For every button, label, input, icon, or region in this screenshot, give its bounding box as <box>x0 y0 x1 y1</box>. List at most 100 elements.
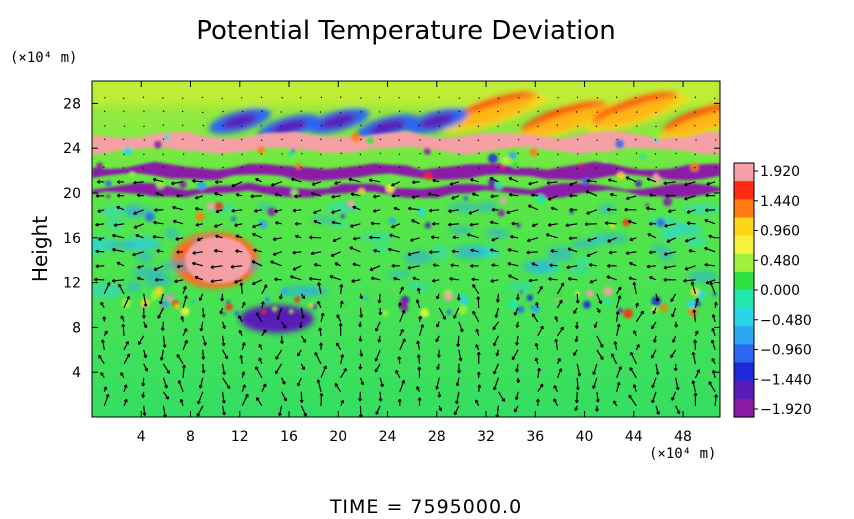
wind-vector-head <box>370 277 374 281</box>
speckle <box>582 177 590 185</box>
wind-vector <box>556 368 562 379</box>
wind-vector-head <box>416 287 419 292</box>
wind-vector-head <box>126 353 130 357</box>
wind-vector-head <box>545 233 549 238</box>
speckle <box>603 158 607 162</box>
speckle <box>271 306 278 312</box>
wind-vector-head <box>429 210 433 213</box>
wind-vector <box>616 311 619 322</box>
wind-vector-head <box>289 275 293 279</box>
wind-vector <box>340 284 343 294</box>
wind-vector-head <box>310 192 314 196</box>
wind-vector <box>493 335 499 347</box>
wind-vector <box>548 223 558 226</box>
wind-vector-head <box>588 264 592 267</box>
wind-vector-head <box>416 354 420 358</box>
wind-vector <box>379 377 384 387</box>
wind-vector-head <box>407 267 411 270</box>
speckle <box>623 308 634 319</box>
wind-vector-head <box>359 324 363 328</box>
wind-vector-head <box>116 262 120 266</box>
wind-vector-head <box>277 317 281 321</box>
wind-vector <box>276 307 283 320</box>
wind-vector-head <box>466 233 470 237</box>
wind-vector-head <box>436 386 440 390</box>
colorbar-swatch <box>734 398 754 418</box>
speckle <box>420 308 430 318</box>
wind-vector-head <box>112 234 116 238</box>
wind-vector <box>407 265 420 269</box>
wind-vector <box>317 379 322 392</box>
wind-vector <box>686 209 696 214</box>
wind-vector-head <box>671 314 675 318</box>
wind-vector <box>694 298 699 308</box>
wind-vector <box>171 181 184 185</box>
wind-vector <box>490 279 499 282</box>
wind-vector-head <box>448 224 452 227</box>
wind-vector <box>399 380 405 393</box>
wind-vector <box>271 181 282 187</box>
wind-vector <box>162 377 168 389</box>
field-detail <box>92 131 720 319</box>
wind-vector <box>320 167 323 170</box>
x-tick-label: 20 <box>329 429 347 445</box>
mottle <box>598 204 616 215</box>
wind-vector <box>359 124 362 127</box>
wind-vector <box>629 367 637 379</box>
wind-vector <box>118 284 125 295</box>
wind-vector <box>349 246 361 253</box>
wind-vector <box>162 321 164 331</box>
wind-vector <box>360 97 362 99</box>
wind-vector-head <box>275 221 279 225</box>
wind-vector <box>173 220 184 225</box>
wind-vector <box>172 206 184 211</box>
speckle <box>358 188 365 195</box>
wind-vector <box>292 251 302 254</box>
wind-vector <box>684 265 696 270</box>
wind-vector-head <box>334 262 338 266</box>
wind-vector <box>182 364 185 378</box>
colorbar-swatch <box>734 253 754 273</box>
wind-vector-head <box>714 394 717 398</box>
wind-vector-head <box>195 224 199 227</box>
wind-vector-head <box>657 298 660 302</box>
speckle <box>417 207 426 216</box>
wind-vector <box>101 339 105 350</box>
wind-vector <box>359 166 361 169</box>
wind-vector-head <box>663 182 667 186</box>
wind-vector <box>496 405 499 417</box>
wind-vector-head <box>176 266 181 269</box>
wind-vector <box>635 125 638 127</box>
wind-vector <box>261 383 267 393</box>
wind-vector <box>628 220 637 225</box>
wind-vector <box>391 181 401 187</box>
wind-vector <box>663 265 676 269</box>
wind-vector-head <box>550 207 554 211</box>
wind-vector <box>280 166 283 169</box>
wind-vector-head <box>382 383 384 387</box>
wind-vector <box>497 110 499 113</box>
wind-vector <box>352 263 361 267</box>
mottle <box>521 260 556 273</box>
wind-vector-head <box>331 212 335 214</box>
wind-vector <box>214 223 223 228</box>
wind-vector-head <box>508 177 512 181</box>
speckle <box>161 299 170 308</box>
wind-vector-head <box>448 210 452 213</box>
wind-vector <box>655 405 660 415</box>
wind-vector-head <box>352 206 356 210</box>
wind-vector-head <box>432 280 436 283</box>
wind-vector-head <box>210 266 214 270</box>
wind-vector-head <box>470 265 474 268</box>
wind-vector-head <box>493 371 497 375</box>
mottle <box>106 218 124 230</box>
wind-vector-head <box>576 325 579 329</box>
wind-vector <box>526 251 538 254</box>
wind-vector-head <box>636 344 640 347</box>
wind-vector <box>470 249 479 253</box>
speckle <box>225 303 233 311</box>
wind-vector-head <box>270 261 274 265</box>
wind-vector-head <box>143 315 146 319</box>
speckle <box>687 299 697 309</box>
wind-vector-head <box>183 328 187 331</box>
